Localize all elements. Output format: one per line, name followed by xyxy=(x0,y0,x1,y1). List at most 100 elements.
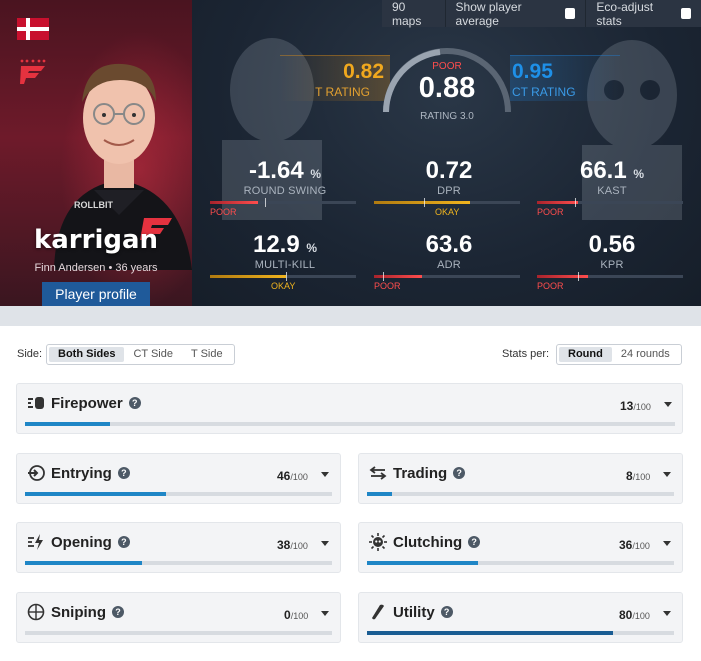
utility-title: Utility ? xyxy=(369,603,453,621)
per-round-button[interactable]: Round xyxy=(559,347,612,362)
eco-adjust-checkbox[interactable] xyxy=(680,8,691,19)
metric-label: ROUND SWING xyxy=(243,185,327,197)
eco-adjust-label: Eco-adjust stats xyxy=(596,0,654,28)
ct-rating-panel xyxy=(510,55,620,101)
metric-bar-tick xyxy=(285,272,287,281)
utility-icon xyxy=(369,603,387,621)
metric-bar-fill xyxy=(537,275,589,278)
metric-multi-kill: 12.9 % MULTI-KILL OKAY xyxy=(210,231,360,301)
entrying-score: 46/100 xyxy=(277,469,308,483)
metric-bar-fill xyxy=(210,201,259,204)
metric-label: ADR xyxy=(437,259,461,271)
help-icon[interactable]: ? xyxy=(440,606,453,618)
help-icon[interactable]: ? xyxy=(117,467,130,479)
help-icon[interactable]: ? xyxy=(117,536,130,548)
utility-score-value: 80 xyxy=(619,608,633,622)
help-icon[interactable]: ? xyxy=(468,536,481,548)
side-both-button[interactable]: Both Sides xyxy=(49,347,125,362)
help-icon[interactable]: ? xyxy=(453,467,466,479)
t-rating-panel xyxy=(280,55,390,101)
opening-bar xyxy=(25,561,332,565)
denmark-flag-icon xyxy=(17,18,49,40)
score-denominator: /100 xyxy=(290,541,308,551)
show-average-toggle[interactable]: Show player average xyxy=(446,0,587,28)
score-denominator: /100 xyxy=(632,541,650,551)
faze-logo-icon xyxy=(20,59,46,84)
metric-level: POOR xyxy=(537,207,564,217)
sniping-title: Sniping ? xyxy=(27,603,124,621)
ghost-ct-icon xyxy=(582,40,682,220)
metric-unit: % xyxy=(310,167,322,181)
clutching-score-value: 36 xyxy=(619,538,633,552)
trading-bar-fill xyxy=(367,492,392,496)
side-filter-label: Side: xyxy=(17,348,43,360)
entrying-label: Entrying xyxy=(51,464,112,482)
eco-adjust-toggle[interactable]: Eco-adjust stats xyxy=(586,0,701,28)
entrying-card[interactable]: Entrying ? 46/100 xyxy=(16,453,341,504)
firepower-score-value: 13 xyxy=(620,399,634,413)
side-ct-button[interactable]: CT Side xyxy=(124,347,182,362)
clutching-bar-fill xyxy=(367,561,478,565)
metric-bar-tick xyxy=(265,198,267,207)
metric-bar-fill xyxy=(374,201,471,204)
metric-bar-tick xyxy=(577,272,579,281)
firepower-icon xyxy=(27,394,45,412)
clutching-label: Clutching xyxy=(393,533,463,551)
side-filter: Both Sides CT Side T Side xyxy=(46,344,235,365)
utility-card[interactable]: Utility ? 80/100 xyxy=(358,592,683,643)
player-hero: ROLLBIT karrigan Finn Andersen • 36 year… xyxy=(0,0,701,306)
utility-score: 80/100 xyxy=(619,608,650,622)
trading-title: Trading ? xyxy=(369,464,466,482)
metric-value: -1.64 % xyxy=(210,157,360,185)
sniping-card[interactable]: Sniping ? 0/100 xyxy=(16,592,341,643)
rating-label: RATING 3.0 xyxy=(420,111,474,122)
player-profile-button[interactable]: Player profile xyxy=(42,282,150,306)
ghost-terrorist-icon xyxy=(222,38,322,220)
metric-round-swing: -1.64 % ROUND SWING POOR xyxy=(210,157,360,227)
show-average-label: Show player average xyxy=(455,0,522,28)
chevron-down-icon[interactable] xyxy=(663,611,671,616)
metric-unit: % xyxy=(306,241,318,255)
svg-text:ROLLBIT: ROLLBIT xyxy=(74,200,113,210)
trading-icon xyxy=(369,464,387,482)
firepower-card[interactable]: Firepower ? 13/100 xyxy=(16,383,683,434)
score-denominator: /100 xyxy=(633,402,651,412)
side-t-button[interactable]: T Side xyxy=(182,347,232,362)
per-24-rounds-button[interactable]: 24 rounds xyxy=(612,347,679,362)
entrying-title: Entrying ? xyxy=(27,464,130,482)
trading-card[interactable]: Trading ? 8/100 xyxy=(358,453,683,504)
metric-label: MULTI-KILL xyxy=(254,259,316,271)
ct-rating-label: CT RATING xyxy=(512,85,576,99)
player-profile-panel: ROLLBIT karrigan Finn Andersen • 36 year… xyxy=(0,0,192,306)
opening-icon xyxy=(27,533,45,551)
firepower-bar xyxy=(25,422,675,426)
clutching-card[interactable]: Clutching ? 36/100 xyxy=(358,522,683,573)
metric-value: 66.1 % xyxy=(537,157,687,185)
chevron-down-icon[interactable] xyxy=(321,541,329,546)
firepower-label: Firepower xyxy=(51,394,123,412)
opening-score: 38/100 xyxy=(277,538,308,552)
metric-value: 0.56 xyxy=(537,231,687,259)
trading-bar xyxy=(367,492,674,496)
metric-label: KPR xyxy=(600,259,624,271)
t-rating-value: 0.82 xyxy=(343,60,384,83)
chevron-down-icon[interactable] xyxy=(663,472,671,477)
entrying-bar xyxy=(25,492,332,496)
chevron-down-icon[interactable] xyxy=(321,472,329,477)
chevron-down-icon[interactable] xyxy=(321,611,329,616)
opening-card[interactable]: Opening ? 38/100 xyxy=(16,522,341,573)
help-icon[interactable]: ? xyxy=(112,606,124,618)
chevron-down-icon[interactable] xyxy=(664,402,672,407)
t-rating-label: T RATING xyxy=(315,85,370,99)
help-icon[interactable]: ? xyxy=(128,397,141,409)
opening-label: Opening xyxy=(51,533,112,551)
metric-bar-fill xyxy=(537,201,578,204)
opening-bar-fill xyxy=(25,561,142,565)
metric-value: 12.9 % xyxy=(210,231,360,259)
chevron-down-icon[interactable] xyxy=(663,541,671,546)
maps-count: 90 maps xyxy=(382,0,446,28)
ct-rating-value: 0.95 xyxy=(512,60,553,83)
score-denominator: /100 xyxy=(290,611,309,621)
show-average-checkbox[interactable] xyxy=(565,8,576,19)
opening-score-value: 38 xyxy=(277,538,291,552)
